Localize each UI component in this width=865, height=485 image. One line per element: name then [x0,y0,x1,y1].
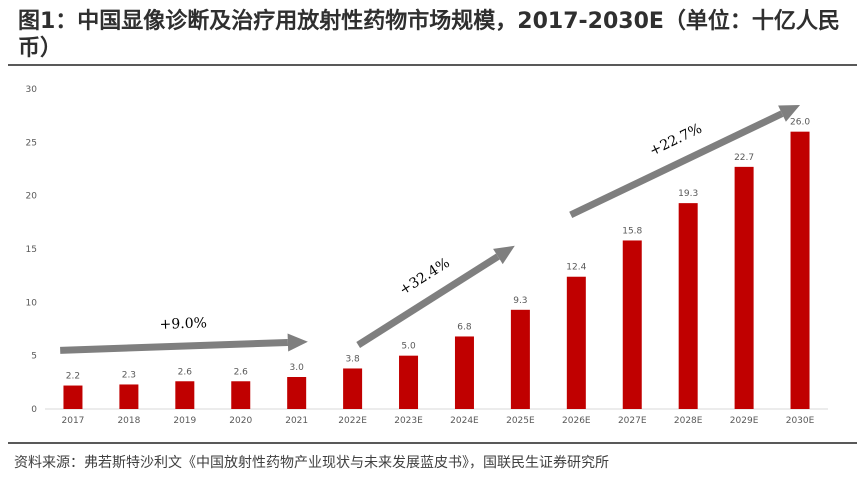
y-tick-label: 20 [26,192,38,202]
bar [454,336,474,409]
bar [622,240,642,409]
y-tick-label: 30 [26,85,38,95]
bar [175,381,195,409]
bar-value-label: 3.8 [345,354,360,364]
x-tick-label: 2017 [62,416,85,426]
growth-arrow-head [287,333,308,352]
bar-value-label: 22.7 [734,153,754,163]
bar-value-label: 6.8 [457,322,472,332]
x-tick-label: 2021 [285,416,308,426]
bar [63,385,83,409]
bar [734,166,754,409]
bar-value-label: 2.2 [66,372,80,382]
x-tick-label: 2030E [786,416,815,426]
bar-value-label: 26.0 [790,118,810,128]
y-tick-label: 5 [31,352,37,362]
x-tick-label: 2019 [173,416,196,426]
bar-value-label: 2.6 [178,367,193,377]
y-tick-label: 10 [26,298,38,308]
bar [231,381,251,409]
title-divider [8,64,857,66]
growth-rate-label: +9.0% [159,315,207,333]
y-tick-label: 15 [26,245,37,255]
x-tick-label: 2027E [618,416,647,426]
bar-value-label: 15.8 [622,226,642,236]
growth-arrow-head [493,245,515,265]
bar-value-label: 9.3 [513,296,527,306]
growth-arrow-shaft [569,110,784,219]
x-tick-label: 2023E [394,416,423,426]
x-tick-label: 2029E [730,416,759,426]
bar [343,368,363,409]
growth-arrow-shaft [60,338,288,354]
y-tick-label: 25 [26,138,37,148]
bar [399,355,419,409]
source-divider [8,442,857,444]
bar-chart: 0 5 10 15 20 25 30 2.2 2017 2.3 2018 2.6 2019 2.6 202… [26,85,828,426]
x-tick-label: 2028E [674,416,703,426]
bar [510,309,530,409]
bar-value-label: 19.3 [678,189,698,199]
x-tick-label: 2020 [229,416,252,426]
bar-value-label: 3.0 [290,363,305,373]
bar [678,203,698,409]
bar-value-label: 2.3 [122,370,136,380]
bar [287,377,307,409]
bar-value-label: 5.0 [401,342,416,352]
x-tick-label: 2024E [450,416,479,426]
x-tick-label: 2026E [562,416,591,426]
growth-arrow-head [778,105,801,122]
bar-value-label: 2.6 [234,367,249,377]
bar [566,276,586,409]
bar-value-label: 12.4 [566,263,586,273]
chart-title: 图1：中国显像诊断及治疗用放射性药物市场规模，2017-2030E（单位：十亿人… [18,9,840,61]
x-tick-label: 2018 [117,416,140,426]
source-note: 资料来源：弗若斯特沙利文《中国放射性药物产业现状与未来发展蓝皮书》，国联民生证券… [14,455,609,471]
x-tick-label: 2025E [506,416,535,426]
bar [790,131,810,409]
growth-arrow-shaft [356,253,500,348]
x-tick-label: 2022E [338,416,367,426]
y-tick-label: 0 [31,405,37,415]
bar [119,384,139,409]
